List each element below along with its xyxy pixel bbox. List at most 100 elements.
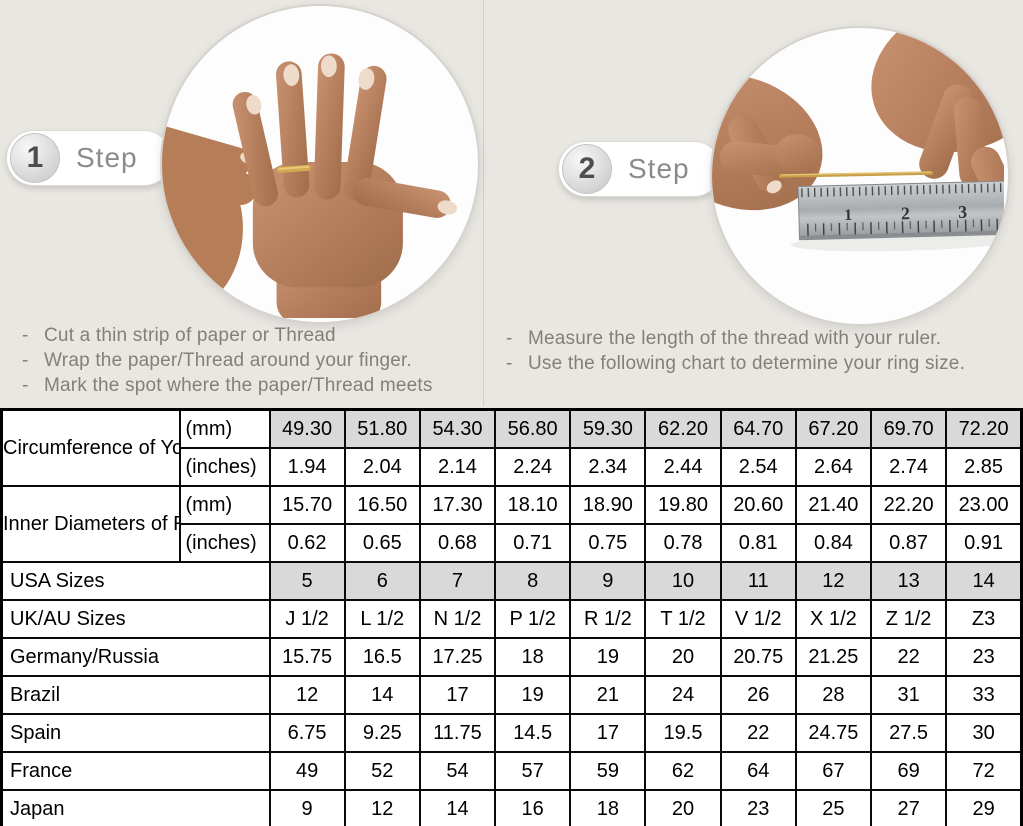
size-value-cell: 19 (569, 637, 647, 677)
size-value-cell: 20 (644, 789, 722, 826)
size-value-cell: 69 (869, 751, 948, 791)
ring-size-table-body: Circumference of Your Finger(mm)49.3051.… (0, 408, 1023, 826)
size-value-cell: 62.20 (644, 408, 722, 449)
size-value-cell: 0.91 (945, 523, 1023, 563)
table-row: USA Sizes 5 6 7 8 9 10 11 12 13 14 (0, 561, 1023, 601)
size-value-cell: 14 (343, 675, 421, 715)
unit-label: (inches) (178, 447, 271, 487)
size-value-cell: J 1/2 (268, 599, 346, 639)
size-value-cell: 17 (569, 713, 647, 753)
size-value-cell: 16.5 (343, 637, 421, 677)
size-value-cell: 22.20 (869, 485, 948, 525)
size-value-cell: 1.94 (268, 447, 346, 487)
size-value-cell: 15.70 (268, 485, 346, 525)
instruction-text: Mark the spot where the paper/Thread mee… (44, 375, 433, 396)
table-row: Spain 6.75 9.25 11.75 14.5 17 19.5 22 24.75 27.5 3… (0, 713, 1023, 753)
size-value-cell: 14 (945, 561, 1023, 601)
size-value-cell: 21.25 (794, 637, 873, 677)
ruler-mark-1: 1 (844, 207, 852, 224)
instruction-text: Cut a thin strip of paper or Thread (44, 325, 336, 346)
ruler-mark-2: 2 (901, 203, 911, 223)
instruction-line: - Mark the spot where the paper/Thread m… (22, 374, 433, 397)
table-row: Germany/Russia 15.75 16.5 17.25 18 19 20 20.75 2… (0, 637, 1023, 677)
size-value-cell: 11 (719, 561, 797, 601)
size-value-cell: 19.5 (644, 713, 722, 753)
table-row: Circumference of Your Finger(mm)49.3051.… (0, 408, 1023, 487)
size-value-cell: 28 (794, 675, 873, 715)
size-value-cell: 6.75 (268, 713, 346, 753)
size-value-cell: 2.74 (869, 447, 948, 487)
table-row: UK/AU Sizes J 1/2 L 1/2 N 1/2 P 1/2 R 1/2 T 1/… (0, 599, 1023, 639)
size-value-cell: 5 (268, 561, 346, 601)
step-1-instructions: - Cut a thin strip of paper or Thread - … (22, 324, 433, 397)
size-value-cell: 0.62 (268, 523, 346, 563)
size-value-cell: 54.30 (418, 408, 497, 449)
size-value-cell: 6 (343, 561, 421, 601)
size-value-cell: 22 (719, 713, 797, 753)
table-row: (inches) 0.62 0.65 0.68 0.71 0.75 0.78 0.81 0.84… (2, 523, 1023, 563)
size-value-cell: 19 (494, 675, 572, 715)
row-label: Inner Diameters of Rings (0, 485, 181, 563)
size-value-cell: 17.30 (418, 485, 497, 525)
size-value-cell: 20.75 (719, 637, 797, 677)
row-label: Spain (0, 713, 271, 753)
size-value-cell: V 1/2 (719, 599, 797, 639)
step-1-number: 1 (10, 133, 60, 183)
bullet-dash: - (506, 328, 513, 349)
size-value-cell: 23 (945, 637, 1023, 677)
ruler-mark-3: 3 (958, 202, 968, 222)
size-value-cell: 21.40 (794, 485, 873, 525)
step-2-instructions: - Measure the length of the thread with … (506, 327, 965, 375)
size-chart-section: Circumference of Your Finger(mm)49.3051.… (0, 408, 1023, 826)
bullet-dash: - (506, 353, 513, 374)
size-value-cell: 72.20 (945, 408, 1023, 449)
size-value-cell: 21 (569, 675, 647, 715)
bullet-dash: - (22, 375, 29, 396)
size-value-cell: 33 (945, 675, 1023, 715)
size-value-cell: 11.75 (418, 713, 497, 753)
step-2-label: Step (628, 153, 690, 184)
instruction-line: - Cut a thin strip of paper or Thread (22, 324, 433, 347)
size-value-cell: 57 (494, 751, 572, 791)
size-value-cell: 8 (494, 561, 572, 601)
size-value-cell: 17 (418, 675, 497, 715)
size-value-cell: 69.70 (869, 408, 948, 449)
step-1-photo (160, 4, 480, 324)
unit-label: (inches) (178, 523, 271, 563)
size-value-cell: 9 (268, 789, 346, 826)
table-row: Japan 9 12 14 16 18 20 23 25 27 29 (0, 789, 1023, 826)
size-value-cell: N 1/2 (418, 599, 497, 639)
row-label: France (0, 751, 271, 791)
size-value-cell: 51.80 (343, 408, 421, 449)
size-value-cell: 54 (418, 751, 497, 791)
size-value-cell: 9.25 (343, 713, 421, 753)
size-value-cell: 19.80 (644, 485, 722, 525)
size-value-cell: 2.34 (569, 447, 647, 487)
size-value-cell: 27.5 (869, 713, 948, 753)
size-value-cell: 31 (869, 675, 948, 715)
size-value-cell: 52 (343, 751, 421, 791)
row-label: Brazil (0, 675, 271, 715)
row-label: USA Sizes (0, 561, 271, 601)
row-label: UK/AU Sizes (0, 599, 271, 639)
size-value-cell: 23 (719, 789, 797, 826)
size-value-cell: 64.70 (719, 408, 797, 449)
size-value-cell: 0.68 (418, 523, 497, 563)
size-value-cell: T 1/2 (644, 599, 722, 639)
size-value-cell: 9 (569, 561, 647, 601)
fingernails-icon (246, 55, 458, 215)
size-value-cell: 2.14 (418, 447, 497, 487)
size-value-cell: 18 (494, 637, 572, 677)
size-value-cell: 0.84 (794, 523, 873, 563)
size-value-cell: 13 (869, 561, 948, 601)
size-value-cell: 24.75 (794, 713, 873, 753)
size-value-cell: R 1/2 (569, 599, 647, 639)
table-row: Brazil 12 14 17 19 21 24 26 28 31 33 (0, 675, 1023, 715)
step-1-label: Step (76, 142, 138, 173)
size-value-cell: L 1/2 (343, 599, 421, 639)
instruction-text: Wrap the paper/Thread around your finger… (44, 350, 413, 371)
size-value-cell: 0.87 (869, 523, 948, 563)
size-value-cell: 49.30 (268, 408, 346, 449)
thread-icon (779, 171, 934, 178)
